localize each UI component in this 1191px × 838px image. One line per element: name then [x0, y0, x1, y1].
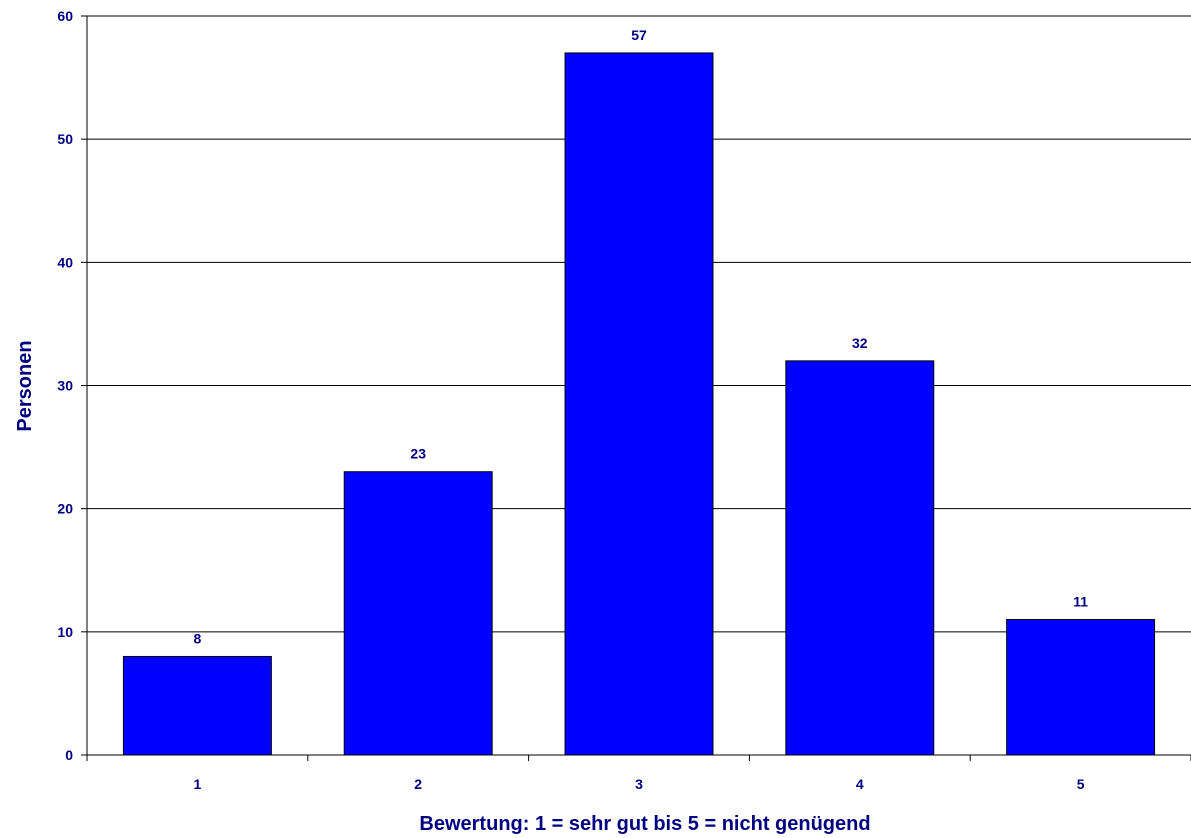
y-axis-ticks: 0 10 20 30 40 50 60	[57, 8, 87, 763]
x-tick-label: 1	[194, 776, 202, 792]
y-tick-label: 30	[57, 378, 73, 394]
bar	[122, 655, 272, 756]
data-label: 23	[410, 446, 426, 462]
x-tick-label: 2	[414, 776, 422, 792]
data-label: 8	[194, 630, 202, 646]
bar	[343, 471, 493, 756]
x-tick-label: 3	[635, 776, 643, 792]
bar	[564, 52, 714, 756]
y-tick-label: 40	[57, 254, 73, 270]
data-label: 57	[631, 27, 647, 43]
y-tick-label: 10	[57, 624, 73, 640]
y-tick-label: 0	[65, 747, 73, 763]
x-tick-label: 5	[1077, 776, 1085, 792]
y-axis-title: Personen	[14, 340, 36, 431]
y-tick-label: 60	[57, 8, 73, 24]
data-labels: 8 23 57 32 11	[194, 27, 1089, 647]
bars	[122, 52, 1156, 756]
y-tick-label: 50	[57, 131, 73, 147]
bar	[1006, 619, 1156, 756]
bar	[785, 360, 935, 756]
y-tick-label: 20	[57, 501, 73, 517]
data-label: 32	[852, 335, 868, 351]
x-axis-title: Bewertung: 1 = sehr gut bis 5 = nicht ge…	[419, 813, 870, 835]
x-axis-ticks: 1 2 3 4 5	[86, 755, 1191, 792]
data-label: 11	[1073, 594, 1088, 610]
x-tick-label: 4	[856, 776, 864, 792]
